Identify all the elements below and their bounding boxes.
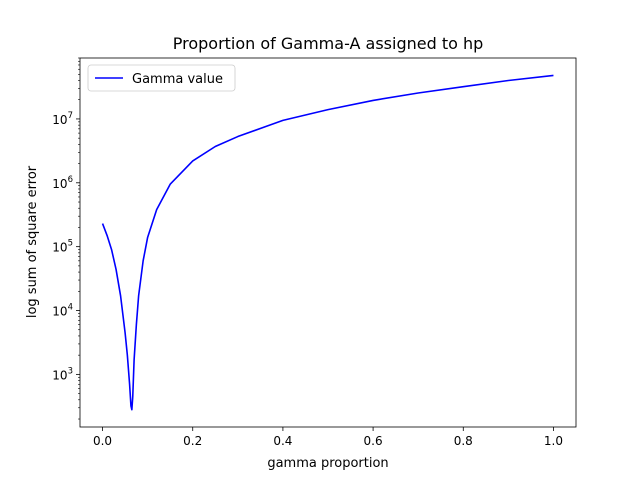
y-tick-label: 107 [52,111,73,127]
x-tick-label: 0.4 [273,434,292,448]
legend-box [87,64,236,92]
x-tick-label: 0.8 [454,434,473,448]
x-axis-label: gamma proportion [267,456,388,471]
series-line-0 [101,74,554,411]
y-tick-label: 103 [52,366,73,382]
legend-label: Gamma value [132,72,223,87]
x-tick-label: 1.0 [544,434,563,448]
plot-area: 0.0 0.2 0.4 0.6 0.8 1.0 103 104 105 106 107 Gamma v… [52,57,577,448]
chart-title: Proportion of Gamma-A assigned to hp [173,34,484,53]
axes-frame [79,57,577,428]
y-tick-label: 106 [52,175,73,191]
x-tick-label: 0.0 [93,434,112,448]
x-tick-label: 0.2 [183,434,202,448]
y-tick-label: 105 [52,239,73,255]
x-tick-label: 0.6 [364,434,383,448]
y-tick-label: 104 [52,303,73,319]
y-axis-label: log sum of square error [25,165,40,318]
